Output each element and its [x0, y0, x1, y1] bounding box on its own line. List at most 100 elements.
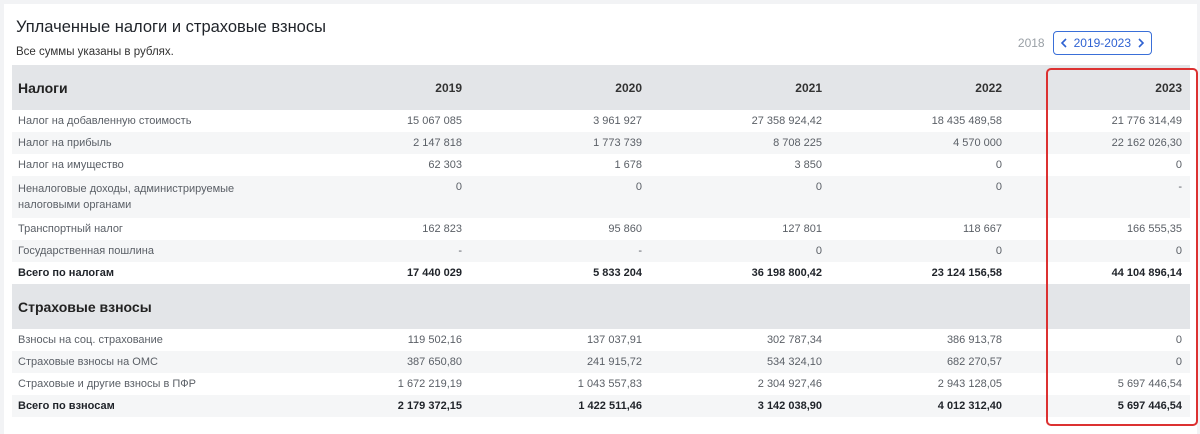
- total-label: Всего по взносам: [12, 395, 290, 417]
- cell-value: 0: [830, 176, 1010, 218]
- year-header: [1010, 284, 1190, 329]
- cell-value: 4 570 000: [830, 132, 1010, 154]
- cell-value: 534 324,10: [650, 351, 830, 373]
- year-header: [830, 284, 1010, 329]
- cell-value: 1 678: [614, 159, 642, 171]
- cell-value: -: [470, 240, 650, 262]
- year-header: 2020: [470, 65, 650, 110]
- cell-value: 682 270,57: [830, 351, 1010, 373]
- cell-value: 118 667: [963, 223, 1002, 235]
- cell-value: 0: [470, 176, 650, 218]
- page-title: Уплаченные налоги и страховые взносы: [16, 18, 326, 36]
- row-label: Взносы на соц. страхование: [18, 334, 163, 346]
- table-row: Налог на добавленную стоимость 15 067 085…: [12, 110, 1190, 132]
- table-row: Страховые взносы на ОМС 387 650,80 241 915…: [12, 351, 1190, 373]
- year-range-label: 2019-2023: [1073, 36, 1131, 50]
- cell-value: 3 850: [794, 159, 822, 171]
- cell-value: 0: [650, 176, 830, 218]
- cell-value: 387 650,80: [290, 351, 470, 373]
- year-header: [290, 284, 470, 329]
- cell-value: 162 823: [422, 223, 462, 235]
- table-row: Налог на прибыль 2 147 818 1 773 739 8 708 …: [12, 132, 1190, 154]
- row-label: Транспортный налог: [18, 223, 123, 235]
- total-value: 17 440 029: [406, 267, 462, 279]
- cell-value: 15 067 085: [406, 115, 462, 127]
- cell-value: 1 672 219,19: [397, 378, 462, 390]
- total-value: 1 422 511,46: [470, 395, 650, 417]
- total-label: Всего по налогам: [18, 267, 114, 279]
- taxes-table: Налоги 2019 2020 2021 2022 2023 Налог на добав…: [12, 65, 1190, 417]
- cell-value: 22 162 026,30: [1010, 132, 1190, 154]
- year-header: [650, 284, 830, 329]
- year-header: 2019: [290, 65, 470, 110]
- cell-value: 0: [1010, 351, 1190, 373]
- cell-value: 3 961 927: [593, 115, 642, 127]
- cell-value: 62 303: [428, 159, 462, 171]
- section-title: Налоги: [12, 65, 290, 110]
- cell-value: 0: [650, 240, 830, 262]
- cell-value: 0: [1010, 240, 1190, 262]
- row-label: Налог на добавленную стоимость: [18, 115, 192, 127]
- cell-value: 0: [290, 176, 470, 218]
- total-row: Всего по налогам 17 440 029 5 833 204 36 19…: [12, 262, 1190, 284]
- year-header: [470, 284, 650, 329]
- cell-value: 2 304 927,46: [757, 378, 822, 390]
- year-2018-link[interactable]: 2018: [1017, 36, 1045, 50]
- year-header: 2022: [830, 65, 1010, 110]
- cell-value: 386 913,78: [946, 334, 1002, 346]
- contributions-section-header: Страховые взносы: [12, 284, 1190, 329]
- table-row: Налог на имущество 62 303 1 678 3 850 0 0: [12, 154, 1190, 176]
- cell-value: 0: [1175, 159, 1182, 171]
- cell-value: 0: [995, 159, 1002, 171]
- cell-value: 241 915,72: [470, 351, 650, 373]
- taxes-section-header: Налоги 2019 2020 2021 2022 2023: [12, 65, 1190, 110]
- year-range-selector[interactable]: 2019-2023: [1052, 31, 1152, 55]
- total-value: 2 179 372,15: [290, 395, 470, 417]
- row-label: Неналоговые доходы, администрируемые нал…: [12, 176, 290, 218]
- cell-value: 5 697 446,54: [1117, 378, 1182, 390]
- chevron-right-icon[interactable]: [1137, 38, 1145, 48]
- cell-value: 302 787,34: [766, 334, 822, 346]
- year-navigation: 2018 2019-2023: [1018, 31, 1152, 55]
- cell-value: 1 773 739: [470, 132, 650, 154]
- total-value: 23 124 156,58: [931, 267, 1002, 279]
- table-row: Взносы на соц. страхование 119 502,16 137 …: [12, 329, 1190, 351]
- page-subtitle: Все суммы указаны в рублях.: [16, 46, 174, 58]
- row-label: Налог на имущество: [18, 159, 124, 171]
- cell-value: -: [1010, 176, 1190, 218]
- cell-value: 127 801: [782, 223, 822, 235]
- year-header: 2023: [1010, 65, 1190, 110]
- cell-value: 137 037,91: [586, 334, 642, 346]
- total-row: Всего по взносам 2 179 372,15 1 422 511,46…: [12, 395, 1190, 417]
- cell-value: 0: [830, 240, 1010, 262]
- row-label: Страховые и другие взносы в ПФР: [18, 378, 197, 390]
- table-row: Государственная пошлина - -0 0 0: [12, 240, 1190, 262]
- row-label: Государственная пошлина: [12, 240, 290, 262]
- total-value: 3 142 038,90: [650, 395, 830, 417]
- total-value: 4 012 312,40: [830, 395, 1010, 417]
- cell-value: 95 860: [608, 223, 642, 235]
- total-value: 44 104 896,14: [1111, 267, 1182, 279]
- chevron-left-icon[interactable]: [1060, 38, 1068, 48]
- cell-value: 27 358 924,42: [751, 115, 822, 127]
- cell-value: 2 943 128,05: [937, 378, 1002, 390]
- cell-value: 0: [1175, 334, 1182, 346]
- row-label: Налог на прибыль: [12, 132, 290, 154]
- cell-value: 1 043 557,83: [577, 378, 642, 390]
- cell-value: 2 147 818: [290, 132, 470, 154]
- total-value: 5 697 446,54: [1010, 395, 1190, 417]
- year-header: 2021: [650, 65, 830, 110]
- table-row: Страховые и другие взносы в ПФР 1 672 219…: [12, 373, 1190, 395]
- cell-value: 8 708 225: [650, 132, 830, 154]
- table-row: Неналоговые доходы, администрируемые нал…: [12, 176, 1190, 218]
- cell-value: 21 776 314,49: [1111, 115, 1182, 127]
- cell-value: 18 435 489,58: [931, 115, 1002, 127]
- total-value: 36 198 800,42: [751, 267, 822, 279]
- row-label: Страховые взносы на ОМС: [12, 351, 290, 373]
- section-title: Страховые взносы: [12, 284, 290, 329]
- cell-value: 119 502,16: [407, 334, 462, 346]
- cell-value: -: [290, 240, 470, 262]
- total-value: 5 833 204: [593, 267, 642, 279]
- table-row: Транспортный налог 162 823 95 860 127 801 11…: [12, 218, 1190, 240]
- cell-value: 166 555,35: [1126, 223, 1182, 235]
